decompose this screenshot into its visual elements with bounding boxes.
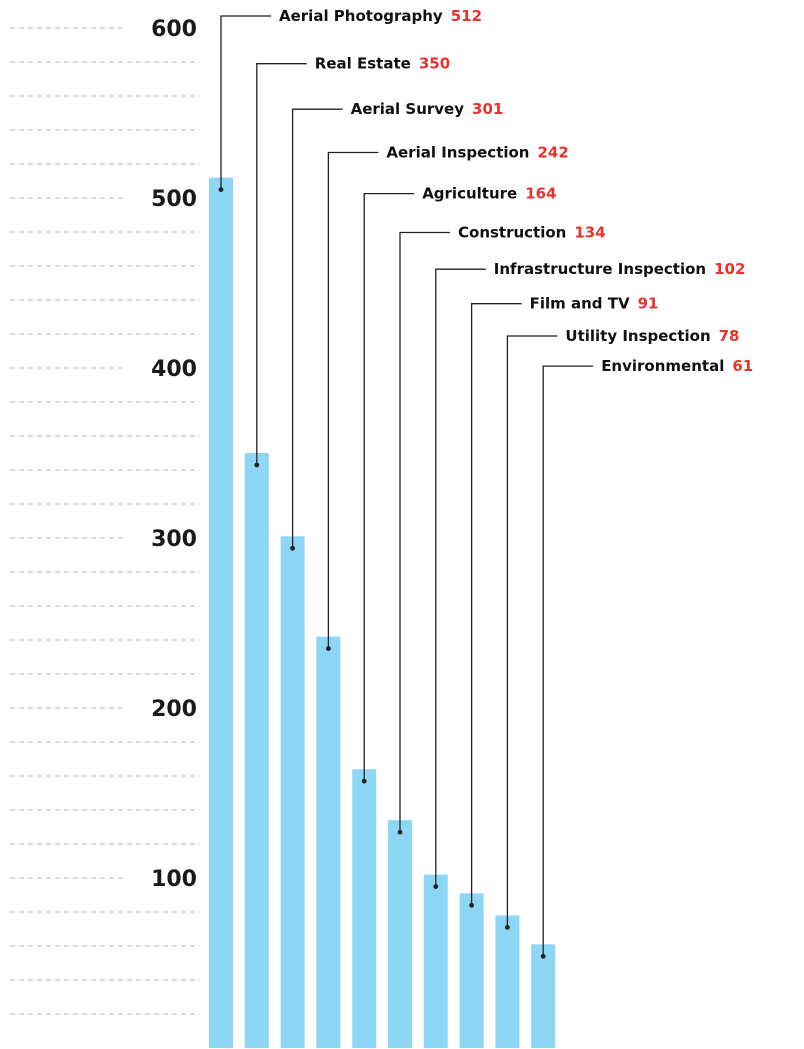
category-label: Environmental — [601, 357, 724, 375]
leader-anchor-dot — [433, 884, 439, 889]
bars — [209, 177, 556, 1049]
data-value-label: 61 — [732, 357, 753, 375]
leader-anchor-dot — [326, 646, 331, 651]
leader-anchor-dot — [361, 778, 367, 784]
bar — [495, 915, 520, 1048]
bar — [316, 636, 341, 1048]
data-value-label: 102 — [714, 260, 745, 278]
y-tick-label: 600 — [151, 17, 197, 42]
y-tick-label: 400 — [151, 357, 197, 382]
leader-line — [327, 151, 379, 649]
leader-line — [399, 231, 450, 833]
leader-line — [363, 192, 415, 782]
category-value-label: Aerial Photography 512 — [279, 7, 482, 25]
leader-line — [542, 365, 594, 957]
leader-line — [470, 303, 522, 906]
category-label: Film and TV — [530, 295, 630, 313]
bar — [352, 769, 377, 1048]
bar — [244, 453, 269, 1048]
category-label: Utility Inspection — [565, 327, 710, 345]
gridlines — [10, 27, 200, 1015]
category-value-label: Aerial Survey 301 — [351, 100, 504, 118]
category-label: Aerial Survey — [351, 100, 465, 118]
leader-line — [220, 15, 271, 190]
leader-anchor-dot — [540, 953, 546, 959]
data-value-label: 164 — [525, 185, 556, 203]
data-value-label: 301 — [472, 100, 503, 118]
leader-anchor-dot — [397, 829, 403, 835]
category-label: Construction — [458, 224, 566, 242]
bar — [388, 820, 412, 1048]
category-value-label: Utility Inspection 78 — [565, 327, 739, 345]
category-value-label: Aerial Inspection 242 — [386, 144, 568, 162]
leader-anchor-dot — [505, 925, 510, 930]
leader-line — [506, 335, 558, 928]
category-label: Real Estate — [315, 55, 411, 73]
leader-anchor-dot — [290, 545, 295, 551]
y-tick-label: 100 — [151, 867, 197, 892]
leader-lines — [218, 15, 594, 959]
data-value-label: 242 — [537, 144, 568, 162]
data-value-label: 78 — [719, 327, 740, 345]
data-value-label: 350 — [419, 55, 450, 73]
leader-anchor-dot — [218, 187, 224, 193]
bar — [531, 944, 556, 1048]
category-label: Aerial Photography — [279, 7, 443, 25]
leader-line — [256, 63, 307, 465]
category-value-label: Infrastructure Inspection 102 — [494, 260, 746, 278]
data-value-label: 91 — [638, 295, 659, 313]
data-value-label: 512 — [451, 7, 482, 25]
bar — [459, 893, 484, 1048]
category-label: Agriculture — [422, 185, 517, 203]
leader-line — [291, 108, 343, 549]
category-value-label: Construction 134 — [458, 224, 606, 242]
data-value-label: 134 — [574, 224, 605, 242]
category-value-label: Agriculture 164 — [422, 185, 556, 203]
bar — [209, 177, 233, 1049]
leader-line — [435, 268, 486, 887]
leader-anchor-dot — [469, 902, 474, 908]
category-value-label: Film and TV 91 — [530, 295, 659, 313]
y-tick-label: 500 — [151, 187, 197, 212]
bar — [280, 536, 305, 1048]
category-value-label: Environmental 61 — [601, 357, 753, 375]
category-value-label: Real Estate 350 — [315, 55, 450, 73]
y-tick-label: 300 — [151, 527, 197, 552]
category-label: Infrastructure Inspection — [494, 260, 706, 278]
bar — [423, 874, 448, 1048]
y-tick-label: 200 — [151, 697, 197, 722]
category-labels: Aerial Photography 512 Real Estate 350 Aeria… — [279, 7, 753, 375]
leader-anchor-dot — [254, 462, 260, 468]
category-label: Aerial Inspection — [386, 144, 529, 162]
y-axis-ticks: 100 200 300 400 500 600 — [151, 17, 197, 892]
